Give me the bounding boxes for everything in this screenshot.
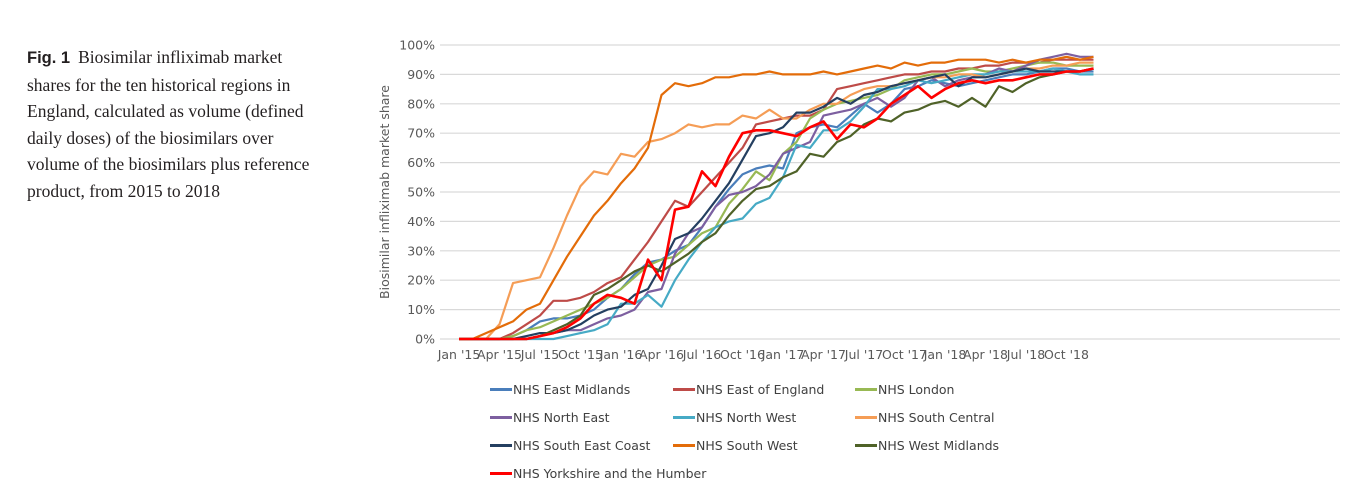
legend-item: NHS North West (673, 408, 796, 426)
x-tick-label: Apr '15 (477, 347, 522, 362)
legend-swatch (490, 471, 512, 475)
legend-swatch (673, 443, 695, 447)
series-line-nhs-north-east (459, 52, 1094, 341)
x-tick-label: Jul '16 (682, 347, 721, 362)
legend-label: NHS South Central (878, 409, 995, 425)
legend-label: NHS North West (696, 409, 797, 425)
legend-label: NHS Yorkshire and the Humber (513, 465, 707, 481)
legend-swatch (490, 443, 512, 447)
x-tick-label: Jul '17 (844, 347, 883, 362)
x-tick-label: Jul '18 (1006, 347, 1045, 362)
x-tick-label: Jul '15 (520, 347, 559, 362)
y-axis-ticks: 0% 10% 20% 30% 40% 50% 60% 70% 80% 90% 100% (399, 38, 435, 347)
x-tick-label: Jan '15 (437, 347, 481, 362)
legend-swatch (855, 415, 877, 419)
series-line-nhs-yorkshire-and-the-humber (459, 67, 1094, 341)
x-tick-label: Oct '17 (882, 347, 927, 362)
legend-swatch (855, 443, 877, 447)
legend-item: NHS Yorkshire and the Humber (490, 464, 706, 482)
y-tick-label: 60% (407, 155, 435, 170)
y-tick-label: 100% (399, 38, 435, 53)
figure-label: Fig. 1 (27, 49, 71, 67)
legend-item: NHS West Midlands (855, 436, 999, 454)
y-tick-label: 70% (407, 126, 435, 141)
y-tick-label: 20% (407, 273, 435, 288)
legend-item: NHS London (855, 380, 954, 398)
x-tick-label: Jan '18 (923, 347, 967, 362)
y-tick-label: 90% (407, 67, 435, 82)
legend-label: NHS West Midlands (878, 437, 1000, 453)
legend-item: NHS East Midlands (490, 380, 630, 398)
x-tick-label: Oct '16 (720, 347, 765, 362)
legend-item: NHS South Central (855, 408, 994, 426)
x-tick-label: Oct '15 (558, 347, 603, 362)
x-tick-label: Apr '17 (801, 347, 846, 362)
legend-item: NHS South West (673, 436, 798, 454)
x-tick-label: Jan '17 (761, 347, 805, 362)
y-tick-label: 30% (407, 243, 435, 258)
series-line-nhs-east-of-england (459, 58, 1094, 341)
series-lines (459, 52, 1094, 341)
figure-caption-text: Biosimilar infliximab market shares for … (27, 47, 310, 201)
y-tick-label: 10% (407, 302, 435, 317)
legend-item: NHS South East Coast (490, 436, 650, 454)
series-line-nhs-north-west (459, 67, 1094, 341)
y-tick-label: 80% (407, 96, 435, 111)
legend-label: NHS South East Coast (513, 437, 651, 453)
legend-swatch (673, 387, 695, 391)
legend-label: NHS North East (513, 409, 610, 425)
y-tick-label: 0% (415, 332, 435, 347)
series-line-nhs-east-midlands (459, 67, 1094, 341)
x-tick-label: Apr '18 (963, 347, 1008, 362)
legend-label: NHS East of England (696, 381, 825, 397)
y-axis-label: Biosimilar infliximab market share (377, 85, 392, 299)
x-tick-label: Oct '18 (1044, 347, 1089, 362)
x-tick-label: Jan '16 (599, 347, 643, 362)
legend-label: NHS South West (696, 437, 798, 453)
series-line-nhs-london (459, 61, 1094, 341)
y-tick-label: 40% (407, 214, 435, 229)
legend-swatch (490, 415, 512, 419)
series-line-nhs-south-east-coast (459, 67, 1094, 341)
legend-label: NHS East Midlands (513, 381, 631, 397)
legend-item: NHS North East (490, 408, 610, 426)
legend-swatch (855, 387, 877, 391)
legend-item: NHS East of England (673, 380, 824, 398)
legend-swatch (490, 387, 512, 391)
y-tick-label: 50% (407, 185, 435, 200)
series-line-nhs-south-west (459, 55, 1094, 341)
x-tick-label: Apr '16 (639, 347, 684, 362)
series-line-nhs-west-midlands (459, 67, 1094, 341)
legend-swatch (673, 415, 695, 419)
legend-label: NHS London (878, 381, 955, 397)
line-chart: 0% 10% 20% 30% 40% 50% 60% 70% 80% 90% 100% Jan '1… (377, 38, 1340, 362)
figure-caption: Fig. 1 Biosimilar infliximab market share… (27, 44, 327, 204)
